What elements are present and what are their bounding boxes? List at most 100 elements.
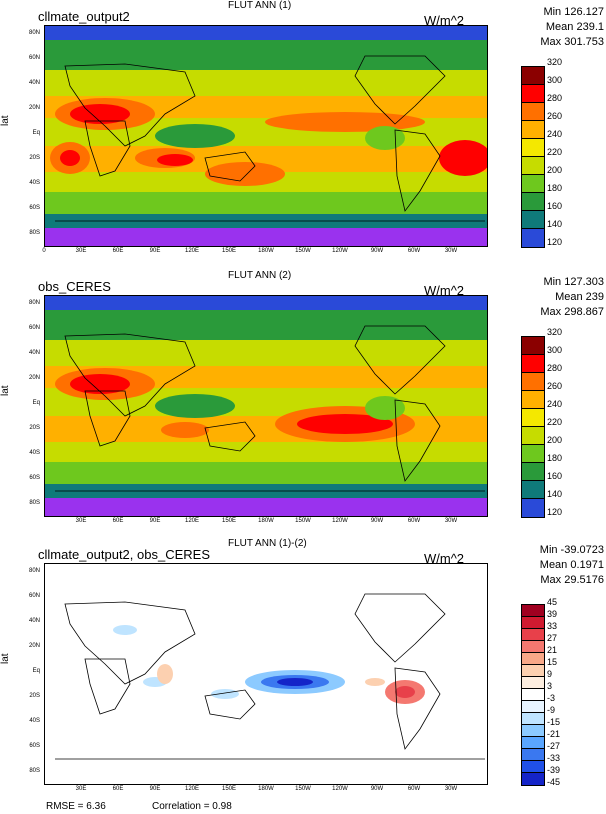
- stat-max: Max 298.867: [540, 306, 604, 318]
- stats-box: Min 126.127 Mean 239.1 Max 301.753: [496, 5, 604, 50]
- colorbar-box: [522, 427, 544, 445]
- colorbar-box: [522, 409, 544, 427]
- case-name: obs_CERES: [38, 279, 111, 294]
- lat-tick: 40S: [29, 718, 40, 724]
- lon-tick: 180W: [258, 518, 274, 524]
- colorbar-label: 300: [547, 345, 563, 355]
- colorbar-label: 320: [547, 57, 563, 67]
- colorbar-label: -27: [547, 741, 561, 751]
- colorbar-box: [522, 211, 544, 229]
- lat-tick: 20S: [29, 155, 40, 161]
- colorbar-label: 21: [547, 645, 558, 655]
- lat-tick: Eq: [32, 400, 40, 406]
- colorbar-label: -9: [547, 705, 556, 715]
- lat-tick: 40N: [28, 350, 40, 356]
- panel-title: FLUT ANN (1): [228, 0, 292, 11]
- colorbar-label: 320: [547, 327, 563, 337]
- colorbar-label: 300: [547, 75, 563, 85]
- lat-tick: 60S: [29, 743, 40, 749]
- lon-tick: 90W: [370, 248, 384, 254]
- lon-tick: 60E: [112, 248, 124, 254]
- colorbar-label: 45: [547, 597, 558, 607]
- lon-tick: 90E: [149, 786, 161, 792]
- colorbar-label: 220: [547, 417, 563, 427]
- colorbar-label: 160: [547, 201, 563, 211]
- colorbar-label: 280: [547, 363, 563, 373]
- colorbar-label: 9: [547, 669, 553, 679]
- lat-tick: 60S: [29, 475, 40, 481]
- lon-tick: 0: [42, 248, 46, 254]
- colorbar-box: [522, 499, 544, 517]
- colorbar-label: 220: [547, 147, 563, 157]
- lon-tick: 60W: [407, 518, 421, 524]
- colorbar-box: [522, 337, 544, 355]
- lat-tick: 40N: [28, 80, 40, 86]
- colorbar-label: 33: [547, 621, 558, 631]
- lat-tick: 40N: [28, 618, 40, 624]
- lat-tick: Eq: [32, 130, 40, 136]
- stat-mean: Mean 0.1971: [539, 559, 604, 571]
- lat-tick: 20N: [28, 375, 40, 381]
- colorbar-label: 120: [547, 237, 563, 247]
- lat-tick: 80N: [28, 30, 40, 36]
- lat-tick: Eq: [32, 668, 40, 674]
- lon-tick: 120W: [332, 518, 348, 524]
- colorbar-box: [522, 391, 544, 409]
- colorbar-label: 15: [547, 657, 558, 667]
- colorbar-box: [522, 355, 544, 373]
- panel-model: FLUT ANN (1) cllmate_output2 W/m^2 Min 1…: [0, 0, 606, 268]
- colorbar-label: 200: [547, 165, 563, 175]
- lon-tick: 180W: [258, 248, 274, 254]
- colorbar-box: [522, 629, 544, 641]
- lon-tick: 90E: [149, 518, 161, 524]
- colorbar-box: [522, 617, 544, 629]
- colorbar-label: 27: [547, 633, 558, 643]
- colorbar-label: 180: [547, 183, 563, 193]
- colorbar-box: [522, 175, 544, 193]
- lon-tick: 180W: [258, 786, 274, 792]
- lon-tick: 120W: [332, 248, 348, 254]
- lat-tick: 40S: [29, 180, 40, 186]
- lon-tick: 90W: [370, 786, 384, 792]
- lon-tick: 150E: [221, 248, 236, 254]
- panel-observation: FLUT ANN (2) obs_CERES W/m^2 Min 127.303…: [0, 270, 606, 538]
- case-name: cllmate_output2: [38, 9, 130, 24]
- lon-tick: 60E: [112, 518, 124, 524]
- rmse-label: RMSE = 6.36: [46, 801, 106, 812]
- colorbar-box: [522, 725, 544, 737]
- colorbar: [521, 336, 545, 518]
- stat-min: Min 127.303: [543, 276, 604, 288]
- lon-tick: 90E: [149, 248, 161, 254]
- colorbar: [521, 66, 545, 248]
- colorbar-box: [522, 701, 544, 713]
- y-axis-label: lat: [0, 653, 11, 664]
- lon-tick: 120W: [332, 786, 348, 792]
- stat-min: Min -39.0723: [539, 544, 604, 556]
- colorbar-label: 260: [547, 381, 563, 391]
- colorbar-box: [522, 85, 544, 103]
- colorbar-label: 160: [547, 471, 563, 481]
- lon-tick: 150E: [221, 518, 236, 524]
- units-label: W/m^2: [424, 551, 465, 566]
- colorbar-box: [522, 373, 544, 391]
- panel-title: FLUT ANN (2): [228, 270, 292, 281]
- map-plot: [44, 563, 488, 785]
- lat-tick: 20N: [28, 643, 40, 649]
- colorbar-box: [522, 121, 544, 139]
- colorbar-box: [522, 737, 544, 749]
- lat-tick: 60N: [28, 325, 40, 331]
- lon-tick: 30W: [444, 786, 458, 792]
- map-fill: [45, 296, 487, 516]
- lon-tick: 120E: [184, 786, 199, 792]
- lat-tick: 40S: [29, 450, 40, 456]
- colorbar-box: [522, 193, 544, 211]
- colorbar-label: 180: [547, 453, 563, 463]
- lat-tick: 80N: [28, 300, 40, 306]
- colorbar-box: [522, 67, 544, 85]
- lon-tick: 150E: [221, 786, 236, 792]
- colorbar-label: 120: [547, 507, 563, 517]
- correlation-label: Correlation = 0.98: [152, 801, 232, 812]
- lon-tick: 30E: [75, 786, 87, 792]
- colorbar-box: [522, 445, 544, 463]
- y-axis-label: lat: [0, 385, 11, 396]
